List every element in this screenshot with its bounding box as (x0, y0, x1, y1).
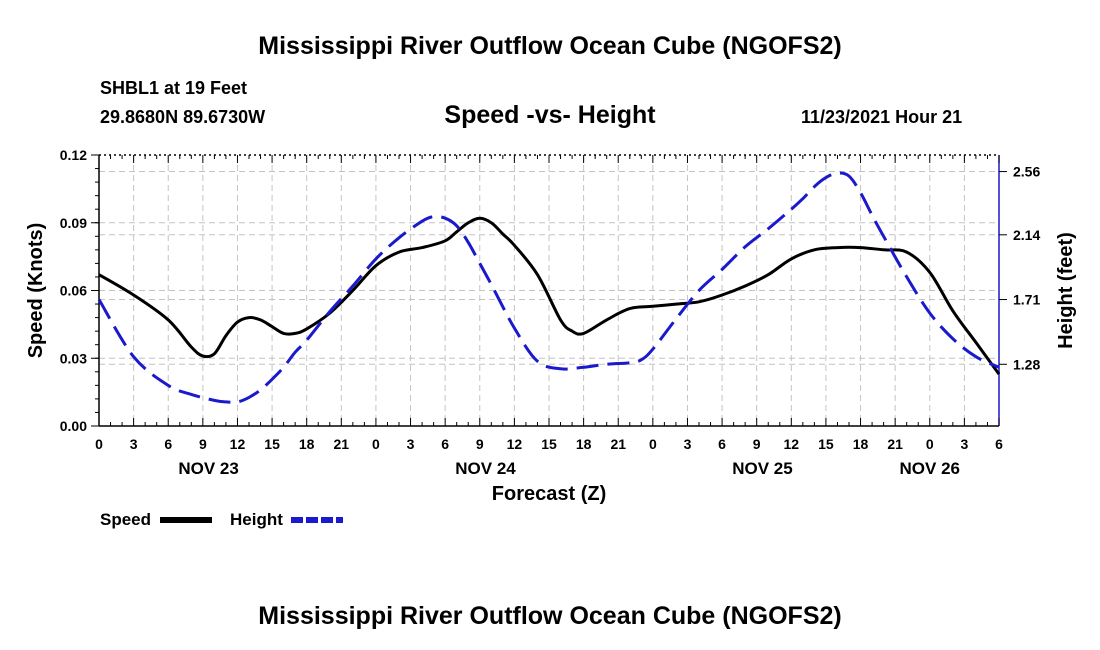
series-line-height (97, 171, 1000, 404)
x-tick-label: 12 (507, 436, 523, 452)
x-tick-label: 6 (164, 436, 172, 452)
x-tick-label: 0 (649, 436, 657, 452)
y-axis-title: Speed (Knots) (25, 223, 47, 359)
y-tick-label: 0.06 (60, 283, 87, 299)
x-day-label: NOV 23 (178, 459, 238, 478)
y-tick-label: 0.03 (60, 350, 87, 366)
y2-tick-label: 1.28 (1013, 356, 1040, 372)
footer-title: Mississippi River Outflow Ocean Cube (NG… (258, 602, 842, 630)
chart-title: Speed -vs- Height (444, 101, 656, 129)
y2-tick-label: 2.56 (1013, 164, 1040, 180)
x-tick-label: 6 (441, 436, 449, 452)
y2-tick-label: 1.71 (1013, 292, 1040, 308)
x-tick-label: 0 (372, 436, 380, 452)
x-tick-label: 3 (960, 436, 968, 452)
x-tick-label: 18 (853, 436, 869, 452)
x-day-label: NOV 26 (900, 459, 960, 478)
x-axis-title: Forecast (Z) (492, 483, 606, 505)
y-tick-label: 0.12 (60, 147, 87, 163)
series-line-speed (98, 216, 1001, 375)
x-tick-label: 21 (887, 436, 903, 452)
x-tick-label: 18 (576, 436, 592, 452)
run-time: 11/23/2021 Hour 21 (801, 107, 963, 127)
y2-tick-label: 2.14 (1013, 227, 1040, 243)
x-tick-label: 6 (995, 436, 1003, 452)
x-tick-label: 3 (407, 436, 415, 452)
legend-label-height: Height (230, 510, 283, 529)
x-tick-label: 9 (753, 436, 761, 452)
x-tick-label: 3 (130, 436, 138, 452)
x-tick-label: 9 (199, 436, 207, 452)
page-title: Mississippi River Outflow Ocean Cube (NG… (258, 32, 842, 60)
x-tick-label: 0 (926, 436, 934, 452)
x-tick-label: 18 (299, 436, 315, 452)
x-tick-label: 9 (476, 436, 484, 452)
y-tick-label: 0.00 (60, 418, 87, 434)
y-tick-label: 0.09 (60, 215, 87, 231)
x-tick-label: 21 (334, 436, 350, 452)
x-tick-label: 15 (264, 436, 280, 452)
x-tick-label: 6 (718, 436, 726, 452)
station-coords: 29.8680N 89.6730W (100, 107, 266, 127)
legend-label-speed: Speed (100, 510, 151, 529)
x-day-label: NOV 25 (732, 459, 792, 478)
x-tick-label: 12 (230, 436, 246, 452)
x-tick-label: 3 (684, 436, 692, 452)
x-tick-label: 21 (610, 436, 626, 452)
x-tick-label: 12 (784, 436, 800, 452)
x-day-label: NOV 24 (455, 459, 516, 478)
x-tick-label: 0 (95, 436, 103, 452)
station-name: SHBL1 at 19 Feet (100, 78, 248, 98)
x-tick-label: 15 (818, 436, 834, 452)
y2-axis-title: Height (feet) (1055, 232, 1077, 349)
x-tick-label: 15 (541, 436, 557, 452)
